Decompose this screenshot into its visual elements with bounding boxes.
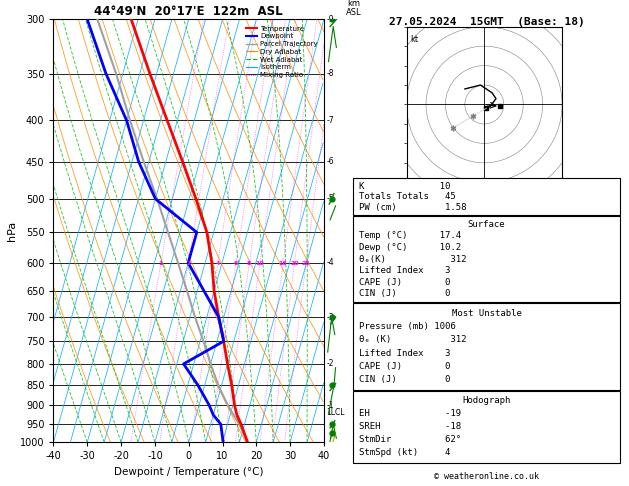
Text: StmDir          62°: StmDir 62° [359, 435, 460, 444]
Text: CIN (J)         0: CIN (J) 0 [359, 289, 450, 298]
Text: CIN (J)         0: CIN (J) 0 [359, 375, 450, 384]
Text: EH              -19: EH -19 [359, 409, 460, 418]
Text: Totals Totals   45: Totals Totals 45 [359, 192, 455, 201]
Text: SREH            -18: SREH -18 [359, 422, 460, 431]
Text: -4: -4 [326, 259, 334, 267]
Text: Dewp (°C)      10.2: Dewp (°C) 10.2 [359, 243, 460, 252]
Text: -6: -6 [326, 157, 334, 166]
Text: Pressure (mb) 1006: Pressure (mb) 1006 [359, 322, 455, 331]
Text: K              10: K 10 [359, 182, 450, 191]
Text: 25: 25 [301, 261, 310, 266]
Text: © weatheronline.co.uk: © weatheronline.co.uk [435, 472, 539, 481]
Text: Most Unstable: Most Unstable [452, 309, 521, 318]
Text: Mixing Ratio (g/kg): Mixing Ratio (g/kg) [365, 215, 374, 289]
Text: -9: -9 [326, 15, 334, 24]
Text: 2: 2 [186, 261, 191, 266]
Text: 1: 1 [159, 261, 163, 266]
Text: -3: -3 [326, 312, 334, 322]
Y-axis label: hPa: hPa [7, 221, 17, 241]
Text: -8: -8 [326, 69, 334, 78]
Text: Surface: Surface [468, 220, 505, 229]
Title: 44°49'N  20°17'E  122m  ASL: 44°49'N 20°17'E 122m ASL [94, 5, 283, 18]
Text: 27.05.2024  15GMT  (Base: 18): 27.05.2024 15GMT (Base: 18) [389, 17, 585, 27]
Text: -5: -5 [326, 194, 334, 203]
Text: StmSpd (kt)     4: StmSpd (kt) 4 [359, 449, 450, 457]
Text: Hodograph: Hodograph [462, 396, 511, 405]
Text: CAPE (J)        0: CAPE (J) 0 [359, 362, 450, 371]
Text: PW (cm)         1.58: PW (cm) 1.58 [359, 203, 466, 211]
Text: Lifted Index    3: Lifted Index 3 [359, 266, 450, 275]
Text: -1: -1 [326, 401, 334, 410]
Text: CAPE (J)        0: CAPE (J) 0 [359, 278, 450, 287]
Text: 6: 6 [233, 261, 238, 266]
Text: -2: -2 [326, 359, 334, 368]
Text: kt: kt [411, 35, 418, 44]
Text: 4: 4 [215, 261, 220, 266]
Text: km
ASL: km ASL [346, 0, 362, 17]
Legend: Temperature, Dewpoint, Parcel Trajectory, Dry Adiabat, Wet Adiabat, Isotherm, Mi: Temperature, Dewpoint, Parcel Trajectory… [243, 23, 320, 81]
Text: 10: 10 [255, 261, 264, 266]
Text: θₑ (K)           312: θₑ (K) 312 [359, 335, 466, 345]
Text: θₑ(K)            312: θₑ(K) 312 [359, 255, 466, 263]
Text: 16: 16 [279, 261, 287, 266]
X-axis label: Dewpoint / Temperature (°C): Dewpoint / Temperature (°C) [114, 467, 264, 477]
Text: 20: 20 [290, 261, 299, 266]
Text: -7: -7 [326, 116, 334, 125]
Text: 8: 8 [247, 261, 252, 266]
Text: Temp (°C)      17.4: Temp (°C) 17.4 [359, 231, 460, 241]
Text: Lifted Index    3: Lifted Index 3 [359, 348, 450, 358]
Text: 1LCL: 1LCL [326, 408, 345, 417]
